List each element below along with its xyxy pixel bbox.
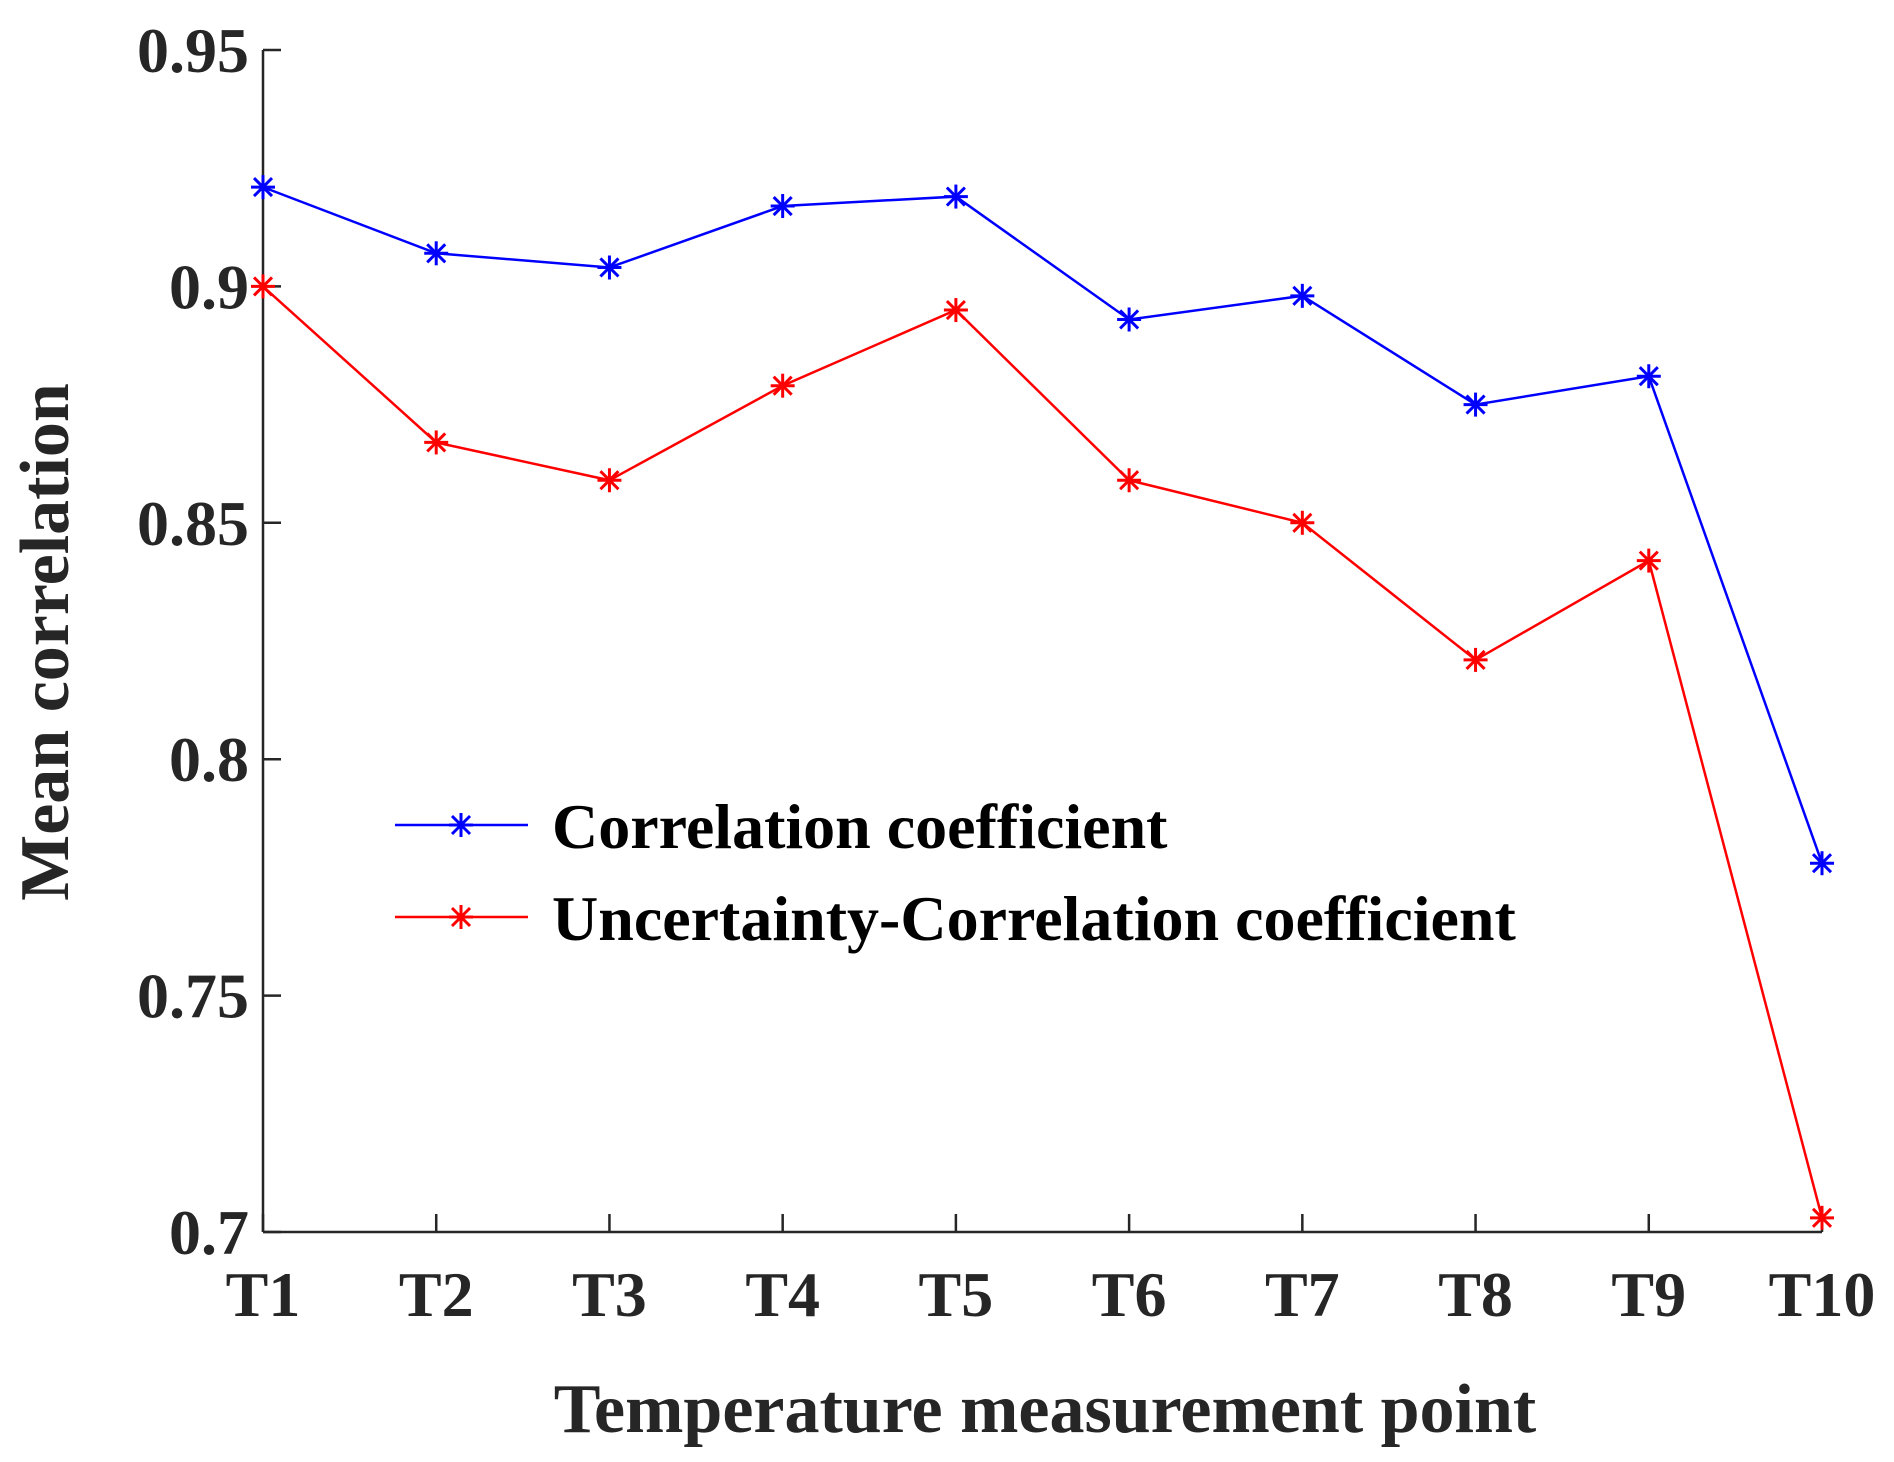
series-line: [262, 185, 1824, 864]
series-0: [251, 175, 1834, 876]
y-axis-title: Mean correlation: [7, 383, 84, 901]
data-point: [770, 373, 795, 398]
x-tick-label: T10: [1769, 1259, 1876, 1330]
axes: [261, 50, 1822, 1234]
x-axis-ticks: T1 T2 T3 T4 T5 T6 T7 T8 T9 T10: [226, 1214, 1876, 1330]
legend-marker-uncertainty: [449, 905, 473, 929]
x-tick-label: T9: [1611, 1259, 1686, 1330]
y-axis-ticks: 0.7 0.75 0.8 0.85 0.9 0.95: [137, 15, 281, 1268]
x-tick-label: T5: [919, 1259, 994, 1330]
data-point: [1463, 647, 1488, 672]
data-point: [251, 175, 275, 200]
data-point: [1290, 283, 1315, 308]
data-point: [1810, 851, 1834, 876]
x-tick-label: T3: [572, 1259, 647, 1330]
legend-asterisk: [449, 813, 473, 837]
data-point: [251, 274, 275, 299]
y-tick-label: 0.8: [169, 724, 249, 795]
legend-label-uncertainty: Uncertainty-Correlation coefficient: [552, 883, 1517, 954]
data-point: [1810, 1205, 1834, 1230]
data-point: [943, 184, 968, 209]
data-point: [1636, 548, 1661, 573]
series-layer: [251, 175, 1834, 1230]
y-tick-label: 0.7: [169, 1197, 249, 1268]
legend: Correlation coefficient Uncertainty-Corr…: [395, 791, 1517, 954]
data-point: [424, 241, 449, 266]
data-point: [1463, 392, 1488, 417]
legend-marker-correlation: [449, 813, 473, 837]
x-tick-label: T8: [1438, 1259, 1513, 1330]
x-tick-label: T6: [1092, 1259, 1167, 1330]
legend-label-correlation: Correlation coefficient: [552, 791, 1168, 862]
data-point: [1636, 364, 1661, 389]
data-point: [1117, 468, 1142, 493]
x-tick-label: T1: [226, 1259, 301, 1330]
x-tick-label: T2: [399, 1259, 474, 1330]
data-point: [424, 430, 449, 455]
y-tick-label: 0.9: [169, 251, 249, 322]
series-1: [251, 274, 1834, 1230]
y-tick-label: 0.95: [137, 15, 249, 86]
y-tick-label: 0.85: [137, 488, 249, 559]
legend-asterisk: [449, 905, 473, 929]
series-line: [262, 285, 1824, 1219]
data-point: [1117, 307, 1142, 332]
x-tick-label: T4: [745, 1259, 820, 1330]
data-point: [943, 298, 968, 323]
x-axis-title: Temperature measurement point: [554, 1371, 1537, 1448]
data-point: [597, 468, 622, 493]
x-tick-label: T7: [1265, 1259, 1340, 1330]
data-point: [770, 194, 795, 219]
y-tick-label: 0.75: [137, 961, 249, 1032]
data-point: [1290, 510, 1315, 535]
data-point: [597, 255, 622, 280]
